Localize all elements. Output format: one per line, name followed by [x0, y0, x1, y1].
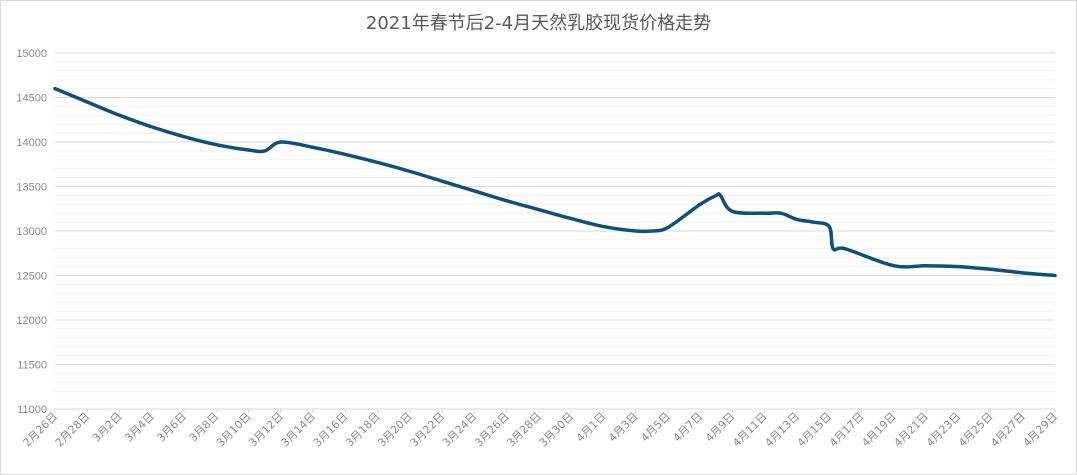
chart-title: 2021年春节后2-4月天然乳胶现货价格走势: [365, 13, 712, 34]
x-tick-label: 4月21日: [891, 410, 931, 450]
x-tick-label: 3月4日: [122, 410, 157, 445]
x-tick-label: 4月3日: [606, 410, 641, 445]
x-tick-label: 4月5日: [638, 410, 673, 445]
y-tick-label: 13000: [16, 226, 47, 238]
plot-area: [53, 86, 1057, 278]
x-tick-label: 4月13日: [762, 410, 802, 450]
y-tick-label: 11500: [17, 360, 47, 372]
x-tick-label: 3月22日: [408, 410, 448, 450]
x-tick-label: 4月23日: [924, 410, 964, 450]
y-tick-label: 15000: [16, 48, 47, 60]
x-tick-label: 3月10日: [214, 410, 254, 450]
x-tick-label: 4月15日: [795, 410, 835, 450]
x-tick-label: 3月16日: [311, 410, 351, 450]
x-tick-label: 4月17日: [827, 410, 867, 450]
x-tick-label: 3月26日: [472, 410, 512, 450]
x-tick-label: 3月18日: [343, 410, 383, 450]
y-tick-label: 11000: [17, 404, 47, 416]
x-tick-label: 4月7日: [671, 410, 706, 445]
y-tick-label: 13500: [16, 182, 47, 194]
x-tick-label: 3月30日: [537, 410, 577, 450]
x-tick-label: 3月24日: [440, 410, 480, 450]
y-tick-label: 12000: [16, 315, 47, 327]
x-tick-label: 2月28日: [53, 410, 93, 450]
price-series-line: [53, 86, 1057, 278]
x-tick-label: 3月28日: [504, 410, 544, 450]
y-tick-label: 12500: [16, 271, 47, 283]
y-axis: 11000 11500 12000 12500 13000 13500 14000 14500…: [16, 48, 47, 416]
x-axis: 2月26日2月28日3月2日3月4日3月6日3月8日3月10日3月12日3月14…: [21, 409, 1061, 450]
x-tick-label: 4月29日: [1021, 410, 1061, 450]
x-tick-label: 4月27日: [988, 410, 1028, 450]
y-tick-label: 14000: [16, 137, 47, 149]
x-tick-label: 4月11日: [730, 410, 770, 450]
grid-lines: [55, 52, 1055, 410]
x-tick-label: 3月6日: [155, 410, 190, 445]
x-tick-label: 4月1日: [574, 410, 609, 445]
x-tick-label: 3月12日: [246, 410, 286, 450]
x-tick-label: 3月14日: [279, 410, 319, 450]
x-tick-label: 3月2日: [90, 410, 125, 445]
x-tick-label: 4月25日: [956, 410, 996, 450]
y-tick-label: 14500: [16, 93, 47, 105]
x-tick-label: 3月20日: [375, 410, 415, 450]
x-tick-label: 4月19日: [859, 410, 899, 450]
